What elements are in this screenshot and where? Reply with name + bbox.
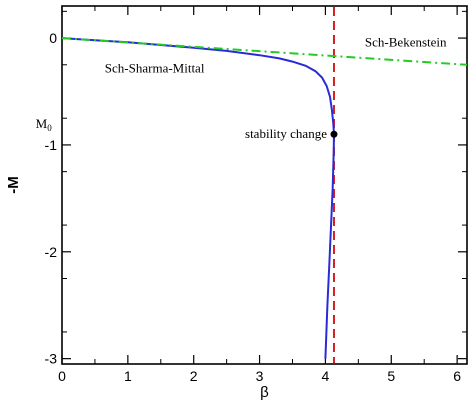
y-tick-label: 0 (49, 30, 57, 46)
x-tick-label: 1 (124, 368, 132, 384)
chart-annotations: stability change Sch-Sharma-Mittal Sch-Bek… (36, 35, 447, 142)
plot-frame (61, 5, 468, 365)
x-tick-label: 6 (453, 368, 461, 384)
y-tick-label: -2 (45, 244, 58, 260)
x-tick-label: 2 (190, 368, 198, 384)
y-tick-label: -3 (45, 351, 58, 367)
series-line-sch-sharma-mittal (61, 37, 336, 359)
x-tick-label: 3 (256, 368, 264, 384)
annotation-m: M0 (36, 116, 53, 133)
x-axis-label: β (260, 384, 269, 400)
x-tick-label: 5 (387, 368, 395, 384)
chart-series (61, 7, 468, 363)
y-axis-label: -M (5, 176, 22, 194)
axis-ticks: 0 1 2 3 4 5 6 0 -1 -2 -3 (45, 6, 467, 384)
annotation-sch-bekenstein: Sch-Bekenstein (365, 35, 447, 50)
y-tick-label: -1 (45, 137, 58, 153)
x-tick-label: 0 (58, 368, 66, 384)
x-tick-label: 4 (322, 368, 330, 384)
stability-change-point (330, 130, 338, 138)
plot-axes (61, 5, 468, 365)
annotation-sch-sharma-mittal: Sch-Sharma-Mittal (105, 60, 205, 75)
stability-change-label: stability change (245, 126, 327, 141)
